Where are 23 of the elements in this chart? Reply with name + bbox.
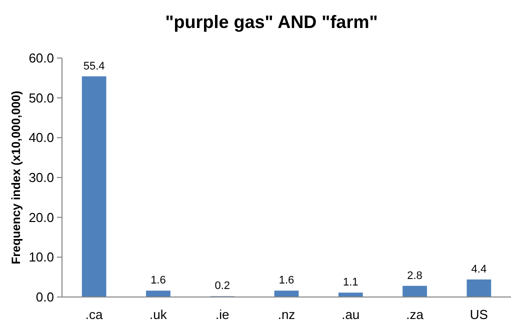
y-tick-label: 60.0 bbox=[28, 50, 54, 66]
data-label: 0.2 bbox=[214, 280, 230, 292]
y-tick-label: 30.0 bbox=[28, 170, 54, 186]
x-tick-label: .za bbox=[406, 307, 424, 322]
chart-title: "purple gas" AND "farm" bbox=[165, 12, 378, 32]
y-tick-label: 10.0 bbox=[28, 250, 54, 265]
y-tick-label: 50.0 bbox=[28, 90, 54, 106]
x-tick-label: .au bbox=[342, 307, 360, 322]
data-label: 4.4 bbox=[471, 263, 487, 276]
x-tick-label: .nz bbox=[278, 307, 296, 322]
x-tick-label: .ie bbox=[215, 307, 230, 322]
data-label: 1.6 bbox=[278, 274, 294, 287]
data-label: 1.6 bbox=[150, 274, 166, 287]
x-tick-label: US bbox=[470, 307, 488, 322]
y-axis-title: Frequency index (x10,000,000) bbox=[9, 90, 23, 264]
data-label: 2.8 bbox=[407, 270, 422, 282]
y-tick-label: 0.0 bbox=[36, 290, 54, 305]
x-tick-label: .uk bbox=[150, 307, 168, 322]
y-tick-label: 40.0 bbox=[28, 130, 54, 146]
data-label: 1.1 bbox=[342, 276, 358, 289]
data-label: 55.4 bbox=[83, 60, 105, 72]
y-tick-label: 20.0 bbox=[28, 210, 54, 225]
x-tick-label: .ca bbox=[85, 307, 104, 322]
